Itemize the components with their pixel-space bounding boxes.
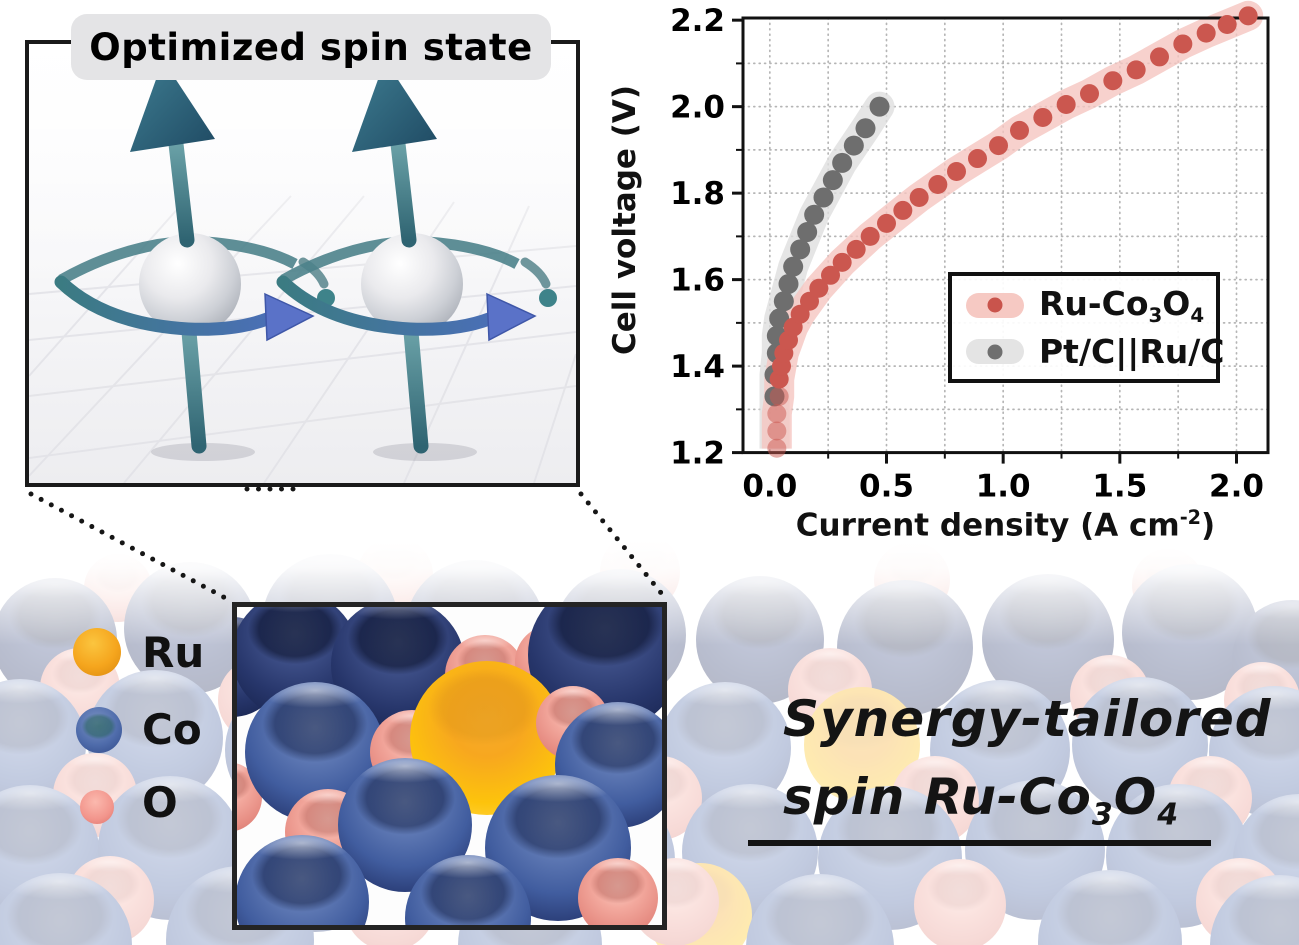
y-axis-label: Cell voltage (V) [607,84,643,356]
legend-swatch-gray [966,339,1024,365]
legend-swatch-red [966,292,1024,318]
ru-atom-label: Ru [142,628,205,677]
caption-line2: spin Ru-Co3O4 [783,768,1180,833]
spin-state-title: Optimized spin state [71,14,551,80]
ru-atom-swatch [73,628,121,676]
chart-legend: Ru-Co3O4 Pt/C||Ru/C [948,272,1225,383]
atom-sphere [578,858,658,925]
inset-atom-field [237,607,662,925]
legend-item-ruco3o4: Ru-Co3O4 [966,284,1208,327]
x-axis-label: Current density (A cm-2) [795,506,1216,544]
svg-text:2.0: 2.0 [670,90,725,126]
svg-text:0.5: 0.5 [859,469,914,505]
svg-text:2.2: 2.2 [670,3,725,39]
caption: Synergy-tailored spin Ru-Co3O4 [783,680,1272,855]
svg-text:1.6: 1.6 [670,263,725,299]
svg-text:0.0: 0.0 [742,469,797,505]
polarization-chart: 0.0 0.5 1.0 1.5 2.0 1.2 1.4 1.6 1.8 2.0 2.2 [670,0,1270,505]
svg-text:1.0: 1.0 [976,469,1031,505]
o-atom-swatch [80,790,114,824]
svg-text:1.4: 1.4 [670,349,725,385]
crystal-inset [232,602,667,930]
co-atom-label: Co [142,705,202,754]
spin-state-panel: Optimized spin state [25,14,580,487]
caption-line1: Synergy-tailored [783,690,1272,748]
spin-illustration [28,44,577,484]
caption-underline [748,840,1211,846]
svg-text:1.2: 1.2 [670,436,725,472]
co-atom-swatch [76,707,122,753]
o-atom-label: O [142,778,178,827]
svg-text:1.8: 1.8 [670,176,725,212]
svg-text:2.0: 2.0 [1209,469,1264,505]
svg-text:1.5: 1.5 [1092,469,1147,505]
legend-item-ptc-ruc: Pt/C||Ru/C [966,332,1225,371]
